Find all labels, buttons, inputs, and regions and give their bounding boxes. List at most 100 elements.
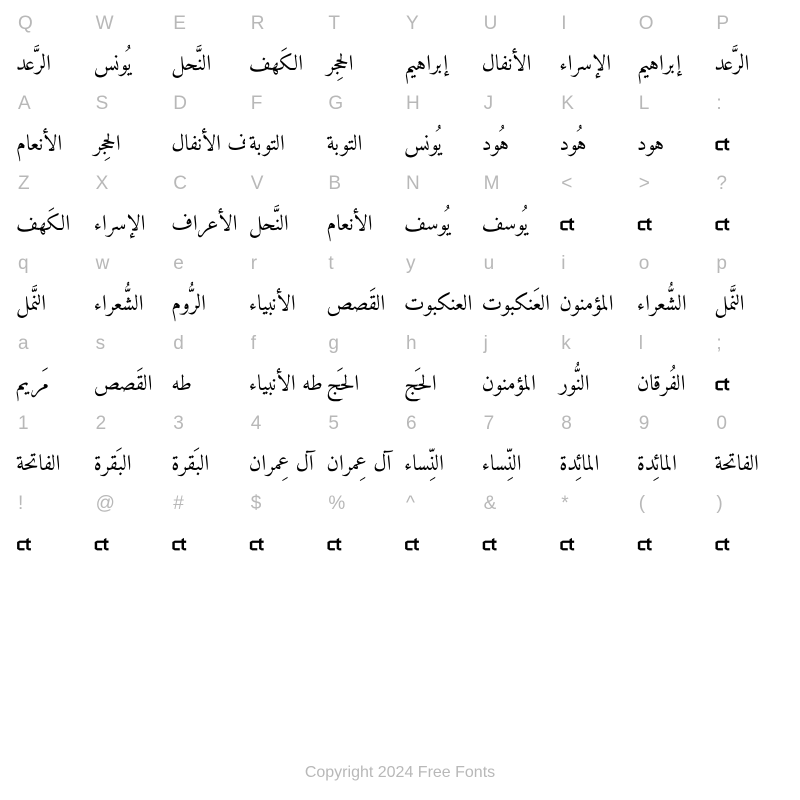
key-label: 6 <box>400 410 478 438</box>
missing-glyph-icon: ﬈ <box>714 131 728 157</box>
arabic-glyph: النِّساء <box>404 445 444 484</box>
arabic-glyph: المائِدة <box>637 445 677 484</box>
key-label: ^ <box>400 490 478 518</box>
arabic-glyph: التوبة <box>326 125 362 164</box>
arabic-glyph: آل عِمران <box>249 445 314 484</box>
glyph-cell: الرُّوم <box>167 278 245 330</box>
glyph-cell: الشُّعراء <box>633 278 711 330</box>
arabic-glyph: الحَج <box>326 365 359 404</box>
key-label: i <box>555 250 633 278</box>
arabic-glyph: الأنبياء <box>249 285 296 324</box>
glyph-cell: الفاتحة <box>12 438 90 490</box>
arabic-glyph: آل عِمران <box>326 445 391 484</box>
key-label: k <box>555 330 633 358</box>
key-label: S <box>90 90 168 118</box>
arabic-glyph: الأنعام <box>16 125 62 164</box>
glyph-cell: ﬈ <box>400 518 478 570</box>
key-label: D <box>167 90 245 118</box>
missing-glyph-icon: ﬈ <box>326 531 340 557</box>
missing-glyph-icon: ﬈ <box>559 211 573 237</box>
glyph-cell: طه الأنبياء <box>245 358 323 410</box>
glyph-cell: ﬈ <box>710 358 788 410</box>
missing-glyph-icon: ﬈ <box>404 531 418 557</box>
glyph-cell: العَنكبوت <box>478 278 556 330</box>
arabic-glyph: الفاتحة <box>714 445 758 484</box>
glyph-cell: ﬈ <box>633 518 711 570</box>
key-label: j <box>478 330 556 358</box>
arabic-glyph: الأنفال <box>482 45 532 84</box>
glyph-cell: الرَّعد <box>710 38 788 90</box>
key-label: Z <box>12 170 90 198</box>
key-label: B <box>322 170 400 198</box>
glyph-cell: التوبة <box>245 118 323 170</box>
key-label: : <box>710 90 788 118</box>
key-label: q <box>12 250 90 278</box>
glyph-cell: الأنعام <box>322 198 400 250</box>
key-label: J <box>478 90 556 118</box>
arabic-glyph: التوبة <box>249 125 285 164</box>
glyph-cell: الأنبياء <box>245 278 323 330</box>
arabic-glyph: الأعراف الأنفال <box>171 125 245 164</box>
arabic-glyph: الرَّعد <box>714 45 749 84</box>
arabic-glyph: الشُّعراء <box>94 285 144 324</box>
key-label: p <box>710 250 788 278</box>
key-label: U <box>478 10 556 38</box>
key-label: f <box>245 330 323 358</box>
glyph-cell: ﬈ <box>90 518 168 570</box>
key-label: e <box>167 250 245 278</box>
arabic-glyph: الإسراء <box>559 45 611 84</box>
key-label: ) <box>710 490 788 518</box>
key-label: Y <box>400 10 478 38</box>
arabic-glyph: يُوسف <box>404 205 450 244</box>
arabic-glyph: الحَج <box>404 365 437 404</box>
glyph-cell: ﬈ <box>478 518 556 570</box>
arabic-glyph: البَقرة <box>94 445 132 484</box>
glyph-cell: لُقمان العنكبوت <box>400 278 478 330</box>
arabic-glyph: الحِجر <box>94 125 121 164</box>
key-label: F <box>245 90 323 118</box>
glyph-cell: هود <box>633 118 711 170</box>
key-label: V <box>245 170 323 198</box>
arabic-glyph: الشُّعراء <box>637 285 687 324</box>
arabic-glyph: الحِجر <box>326 45 353 84</box>
key-label: > <box>633 170 711 198</box>
key-label: d <box>167 330 245 358</box>
glyph-cell: البَقرة <box>90 438 168 490</box>
missing-glyph-icon: ﬈ <box>714 211 728 237</box>
key-label: ; <box>710 330 788 358</box>
glyph-cell: ﬈ <box>710 118 788 170</box>
glyph-cell: ﬈ <box>12 518 90 570</box>
key-label: W <box>90 10 168 38</box>
key-label: y <box>400 250 478 278</box>
glyph-cell: النَّمل <box>710 278 788 330</box>
key-label: G <box>322 90 400 118</box>
glyph-cell: الأعراف <box>167 198 245 250</box>
glyph-cell: النَّمل <box>12 278 90 330</box>
missing-glyph-icon: ﬈ <box>559 531 573 557</box>
glyph-cell: الرَّعد <box>12 38 90 90</box>
glyph-cell: الأعراف الأنفال <box>167 118 245 170</box>
key-label: ( <box>633 490 711 518</box>
missing-glyph-icon: ﬈ <box>249 531 263 557</box>
arabic-glyph: المؤمنون <box>482 365 536 404</box>
arabic-glyph: هُود <box>559 125 586 164</box>
glyph-cell: المؤمنون <box>555 278 633 330</box>
glyph-cell: النِّساء <box>400 438 478 490</box>
glyph-cell: يُونس <box>90 38 168 90</box>
key-label: s <box>90 330 168 358</box>
glyph-cell: الشُّعراء <box>90 278 168 330</box>
key-label: < <box>555 170 633 198</box>
glyph-cell: ﬈ <box>555 518 633 570</box>
key-label: K <box>555 90 633 118</box>
glyph-cell: الفاتحة <box>710 438 788 490</box>
arabic-glyph: طه <box>171 365 192 404</box>
arabic-glyph: النِّساء <box>482 445 522 484</box>
glyph-cell: إبراهيم <box>633 38 711 90</box>
arabic-glyph: البَقرة <box>171 445 209 484</box>
arabic-glyph: النَّحل <box>171 45 211 84</box>
arabic-glyph: الإسراء <box>94 205 146 244</box>
arabic-glyph: مَريم <box>16 365 49 404</box>
missing-glyph-icon: ﬈ <box>714 531 728 557</box>
key-label: u <box>478 250 556 278</box>
key-label: O <box>633 10 711 38</box>
